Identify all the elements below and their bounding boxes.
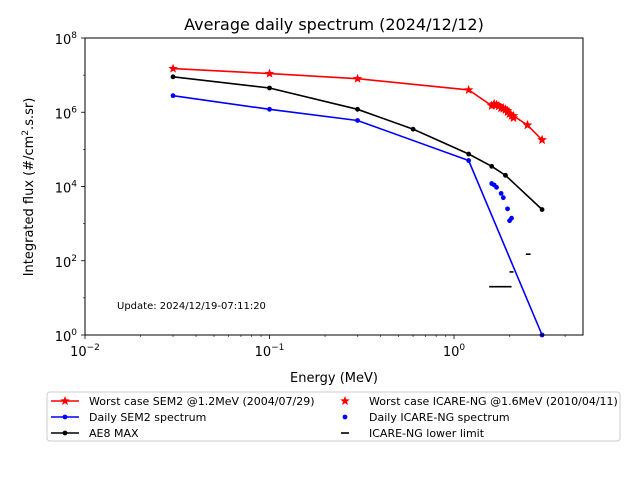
series-3-point-7 <box>502 105 513 115</box>
series-2-point-1 <box>267 85 272 91</box>
legend-label-2: AE8 MAX <box>89 427 139 440</box>
series-3-point-3 <box>494 100 504 110</box>
series-3-point-11 <box>522 120 533 130</box>
legend-marker-1 <box>62 414 68 420</box>
x-tick-label-0: 10−2 <box>70 343 100 360</box>
legend-label-4: Daily ICARE-NG spectrum <box>369 411 510 424</box>
series-0-point-2 <box>352 73 363 83</box>
annotation-update: Update: 2024/12/19-07:11:20 <box>117 301 266 312</box>
x-tick-label-2: 100 <box>443 343 466 360</box>
series-2-point-3 <box>410 126 416 132</box>
series-1-line <box>172 94 543 336</box>
series-3-point-5 <box>498 103 509 113</box>
series-0-point-3 <box>463 84 474 94</box>
series-2-point-7 <box>539 207 545 212</box>
legend-entry-0: Worst case SEM2 @1.2MeV (2004/07/29) <box>51 395 314 408</box>
legend-label-5: ICARE-NG lower limit <box>369 427 485 440</box>
legend-entry-3: Worst case ICARE-NG @1.6MeV (2010/04/11) <box>340 395 618 408</box>
series-3 <box>486 98 547 144</box>
y-tick-label-3: 106 <box>55 105 78 122</box>
y-axis-label-tail: .s.sr) <box>22 98 37 130</box>
legend: Worst case SEM2 @1.2MeV (2004/07/29) Dail… <box>46 391 621 442</box>
y-tick-label-4: 108 <box>55 31 78 48</box>
series-2 <box>170 74 545 212</box>
series-4-point-7 <box>509 215 514 221</box>
series-4-point-4 <box>500 195 506 201</box>
legend-marker-4 <box>342 414 348 420</box>
y-tick-label-0: 100 <box>55 328 78 345</box>
series-4-point-3 <box>498 191 504 196</box>
series-3-point-12 <box>537 134 547 144</box>
y-axis-label-sup: 2 <box>21 130 31 136</box>
legend-label-1: Daily SEM2 spectrum <box>89 411 206 424</box>
legend-items: Worst case SEM2 @1.2MeV (2004/07/29) Dail… <box>51 395 618 440</box>
series-2-point-2 <box>355 106 360 112</box>
y-tick-label-2: 104 <box>55 180 78 197</box>
series-1 <box>170 93 545 338</box>
legend-entry-4: Daily ICARE-NG spectrum <box>342 411 510 424</box>
legend-marker-0 <box>60 396 70 406</box>
y-tick-label-1: 102 <box>55 254 77 271</box>
legend-marker-2 <box>62 430 68 436</box>
series-5 <box>489 253 531 288</box>
x-tick-label-1: 10−1 <box>255 343 285 360</box>
series-3-point-6 <box>500 104 511 114</box>
series-4-point-2 <box>494 184 499 190</box>
legend-entry-1: Daily SEM2 spectrum <box>51 411 206 424</box>
series-0-point-1 <box>264 68 275 78</box>
series-3-point-10 <box>508 113 519 123</box>
legend-box <box>46 391 621 442</box>
series-1-point-0 <box>170 93 176 99</box>
series-2-line <box>172 76 543 211</box>
chart-title: Average daily spectrum (2024/12/12) <box>184 15 484 34</box>
series-3-point-9 <box>506 110 517 120</box>
plot-frame <box>84 37 584 336</box>
legend-label-0: Worst case SEM2 @1.2MeV (2004/07/29) <box>89 395 314 408</box>
series-3-point-8 <box>504 108 515 118</box>
series-2-point-5 <box>489 163 495 169</box>
series-0-point-0 <box>168 63 178 73</box>
legend-label-3: Worst case ICARE-NG @1.6MeV (2010/04/11) <box>369 395 618 408</box>
series-3-point-0 <box>486 100 497 110</box>
legend-entry-5: ICARE-NG lower limit <box>341 427 485 440</box>
series-4-point-5 <box>505 206 510 212</box>
series-1-point-2 <box>355 118 360 123</box>
series-1-point-1 <box>267 106 272 112</box>
x-axis-label: Energy (MeV) <box>290 371 378 386</box>
series-2-point-6 <box>503 172 508 178</box>
series-4 <box>489 181 514 224</box>
series-2-point-4 <box>466 151 472 157</box>
legend-marker-3 <box>340 396 350 406</box>
series-layer <box>168 63 547 338</box>
series-2-point-0 <box>170 74 176 80</box>
tick-layer: 10−2 10−1 100 100 102 104 106 108 <box>55 31 566 360</box>
y-axis-label: Integrated flux (#/cm2.s.sr) <box>21 98 37 277</box>
legend-entry-2: AE8 MAX <box>51 427 139 440</box>
series-1-point-3 <box>466 158 472 163</box>
y-axis-label-main: Integrated flux (#/cm <box>22 136 37 277</box>
